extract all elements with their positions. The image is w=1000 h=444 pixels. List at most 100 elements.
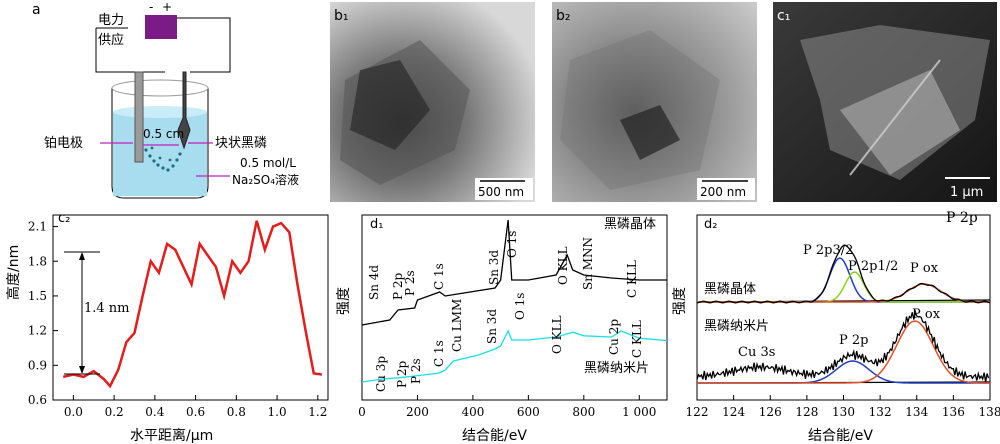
d2-xlabel: 结合能/eV <box>808 428 873 444</box>
tem-image-b2: b₂ 200 nm <box>552 2 757 202</box>
panel-a-label: a <box>32 2 41 18</box>
d1-crystal-peak-labels: Sn 4d P 2pP 2s C 1s Sn 3d O 1s O KLL Sn MNN C K… <box>367 231 639 300</box>
d1-nano-peak-label: O KLL <box>550 315 564 354</box>
d2-pox-bottom-fit <box>697 320 991 384</box>
plus-sign: + <box>162 0 172 14</box>
d2-nano-label: 黑磷纳米片 <box>704 319 769 334</box>
d1-crystal-peak-label: Sn 4d <box>367 265 381 300</box>
c2-ytick-label: 0.6 <box>28 393 47 407</box>
c2-xtick-label: 0.0 <box>64 405 83 419</box>
b2-scale-box <box>697 178 755 200</box>
panel-d2: d₂ P 2p 122 124 126 128 130 132 134 136 138 黑磷晶体… <box>672 210 1000 444</box>
minus-sign: - <box>149 0 153 14</box>
d2-label: d₂ <box>704 217 717 232</box>
electrode-label: 铂电极 <box>44 135 83 151</box>
d1-crystal-label: 黑磷晶体 <box>604 217 656 232</box>
c2-xtick-label: 0.8 <box>227 405 246 419</box>
bubbles <box>144 146 182 172</box>
d1-xtick-label: 0 <box>358 405 366 419</box>
d2-xtick-label: 126 <box>759 405 782 419</box>
d2-p2p12-label: P 2p1/2 <box>848 259 898 274</box>
solution <box>113 112 207 196</box>
c2-ytick-label: 1.5 <box>28 289 47 303</box>
d1-crystal-peak-label: O KLL <box>556 246 570 285</box>
b1-label: b₁ <box>334 8 349 24</box>
beaker <box>111 88 209 199</box>
d2-xtick-label: 134 <box>905 405 928 419</box>
d1-nano-label: 黑磷纳米片 <box>584 361 649 376</box>
d1-nano-peak-label: C 1s <box>432 340 446 367</box>
tem-image-b1: b₁ 500 nm <box>330 2 535 202</box>
d1-plot-frame <box>361 214 668 401</box>
solution-line-1: 0.5 mol/L <box>240 156 296 170</box>
d1-crystal-peak-label: P 2s <box>403 270 417 296</box>
c2-xtick-label: 0.2 <box>105 405 124 419</box>
distance-label: 0.5 cm <box>143 127 184 141</box>
c2-plot-frame <box>52 214 329 401</box>
panel-d1: d₁ 0 200 400 600 800 1 000 黑磷晶体 黑磷纳米片 Sn 4d P … <box>336 214 668 444</box>
d2-cu3s-label: Cu 3s <box>738 345 775 360</box>
d1-nano-peak-label: O 1s <box>513 293 527 320</box>
d2-p2p-label: P 2p <box>839 333 868 348</box>
d2-title: P 2p <box>946 210 978 226</box>
d2-xtick-label: 128 <box>795 405 818 419</box>
power-supply-box <box>145 15 177 39</box>
d1-xtick-label: 800 <box>572 405 595 419</box>
bp-block-label: 块状黑磷 <box>215 136 267 151</box>
d1-nano-peak-label: Sn 3d <box>485 309 499 344</box>
panel-a: a 电力 供应 - + 0.5 cm 铂电极 块状黑磷 0. <box>32 0 299 199</box>
c2-ylabel: 高度/nm <box>5 245 22 300</box>
d2-xtick-label: 130 <box>832 405 855 419</box>
d1-nano-spectrum <box>361 329 668 383</box>
d1-nano-peak-label: P 2p <box>395 360 409 388</box>
c2-xtick-label: 0.6 <box>186 405 205 419</box>
d2-xticks: 122 124 126 128 130 132 134 136 138 <box>686 395 1000 419</box>
d1-crystal-peak-label: C 1s <box>432 263 446 290</box>
power-label-1: 电力 <box>98 13 124 28</box>
d1-xtick-label: 200 <box>406 405 429 419</box>
platinum-electrode <box>134 71 144 163</box>
solution-surface <box>113 106 207 118</box>
d2-ylabel: 强度 <box>672 287 688 315</box>
d1-crystal-peak-label: Sn MNN <box>581 237 595 290</box>
d1-crystal-peak-label: Sn 3d <box>487 250 501 285</box>
d2-p2p-fit <box>697 360 990 384</box>
b2-label: b₂ <box>556 8 571 24</box>
d2-nano-envelope <box>696 309 990 383</box>
d1-nano-peak-labels: Cu 3p P 2p P 2s C 1s Cu LMM Sn 3d O 1s O KLL Cu … <box>374 293 644 392</box>
d2-pox-top-label: P ox <box>910 261 939 276</box>
d2-crystal-label: 黑磷晶体 <box>704 282 756 297</box>
power-label-2: 供应 <box>98 32 124 48</box>
c1-scale-label: 1 μm <box>950 185 983 200</box>
c1-label: c₁ <box>777 8 790 24</box>
d1-crystal-spectrum <box>361 219 667 326</box>
d2-xtick-label: 122 <box>686 405 709 419</box>
c2-ytick-label: 0.9 <box>28 358 47 372</box>
c2-label: c₂ <box>58 211 70 226</box>
c2-yticks: 0.6 0.9 1.2 1.5 1.8 2.1 <box>28 220 58 407</box>
c2-xlabel: 水平距离/μm <box>130 427 213 444</box>
c2-xtick-label: 1.0 <box>268 405 287 419</box>
c2-height-profile <box>62 220 323 389</box>
solution-line-2: Na₂SO₄溶液 <box>232 172 299 187</box>
panel-c2: c₂ 0.6 0.9 1.2 1.5 1.8 2.1 0.0 0.2 0.4 0.6 0.8 1.0… <box>5 211 329 444</box>
d1-nano-peak-label: C KLL <box>630 320 644 358</box>
c2-xtick-label: 1.2 <box>308 405 327 419</box>
d2-xtick-label: 138 <box>979 405 1000 419</box>
afm-image-c1: c₁ 1 μm <box>773 2 997 202</box>
d2-pox-bottom-label: P ox <box>912 307 941 322</box>
beaker-rim <box>111 79 209 97</box>
d1-crystal-peak-label: O 1s <box>505 231 519 258</box>
d1-crystal-peak-label: P 2p <box>391 272 405 300</box>
d1-ylabel: 强度 <box>336 287 352 315</box>
d2-xtick-label: 124 <box>722 405 745 419</box>
c2-xticks: 0.0 0.2 0.4 0.6 0.8 1.0 1.2 <box>64 395 327 419</box>
b2-scale-label: 200 nm <box>700 185 746 199</box>
c2-ytick-label: 1.2 <box>28 324 47 338</box>
d1-xtick-label: 600 <box>517 405 540 419</box>
c2-ytick-label: 2.1 <box>28 220 47 234</box>
d1-xtick-label: 1 000 <box>622 405 656 419</box>
c2-xtick-label: 0.4 <box>145 405 164 419</box>
d1-xticks: 0 200 400 600 800 1 000 <box>358 395 656 419</box>
